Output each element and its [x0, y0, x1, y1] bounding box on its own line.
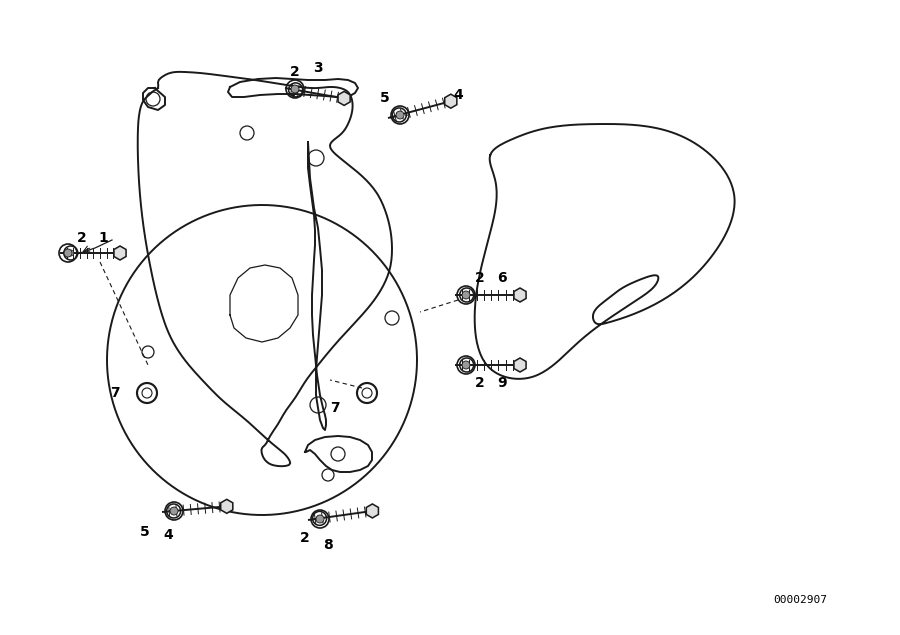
Circle shape [462, 291, 470, 299]
Text: 8: 8 [323, 538, 333, 552]
Polygon shape [220, 499, 233, 513]
Circle shape [464, 292, 470, 298]
Polygon shape [514, 358, 526, 372]
Text: 5: 5 [380, 91, 390, 105]
Text: 6: 6 [497, 271, 507, 285]
Polygon shape [338, 91, 350, 105]
Circle shape [64, 249, 72, 257]
Text: 5: 5 [140, 525, 150, 539]
Text: 7: 7 [330, 401, 340, 415]
Circle shape [316, 515, 324, 523]
Polygon shape [514, 288, 526, 302]
Circle shape [396, 111, 404, 119]
Circle shape [291, 85, 299, 93]
Text: 1: 1 [98, 231, 108, 245]
Circle shape [317, 516, 322, 521]
Text: 2: 2 [475, 271, 485, 285]
Polygon shape [445, 94, 457, 108]
Text: 2: 2 [290, 65, 300, 79]
Circle shape [462, 361, 470, 369]
Circle shape [68, 250, 74, 256]
Text: 00002907: 00002907 [773, 595, 827, 605]
Circle shape [464, 362, 470, 368]
Circle shape [292, 87, 299, 93]
Circle shape [170, 507, 178, 515]
Text: 9: 9 [497, 376, 507, 390]
Text: 2: 2 [77, 231, 87, 245]
Text: 4: 4 [453, 88, 463, 102]
Polygon shape [114, 246, 126, 260]
Text: 7: 7 [110, 386, 120, 400]
Text: 4: 4 [163, 528, 173, 542]
Text: 2: 2 [300, 531, 310, 545]
Circle shape [396, 112, 402, 118]
Text: 2: 2 [475, 376, 485, 390]
Circle shape [171, 508, 176, 514]
Polygon shape [366, 504, 378, 518]
Text: 3: 3 [313, 61, 323, 75]
